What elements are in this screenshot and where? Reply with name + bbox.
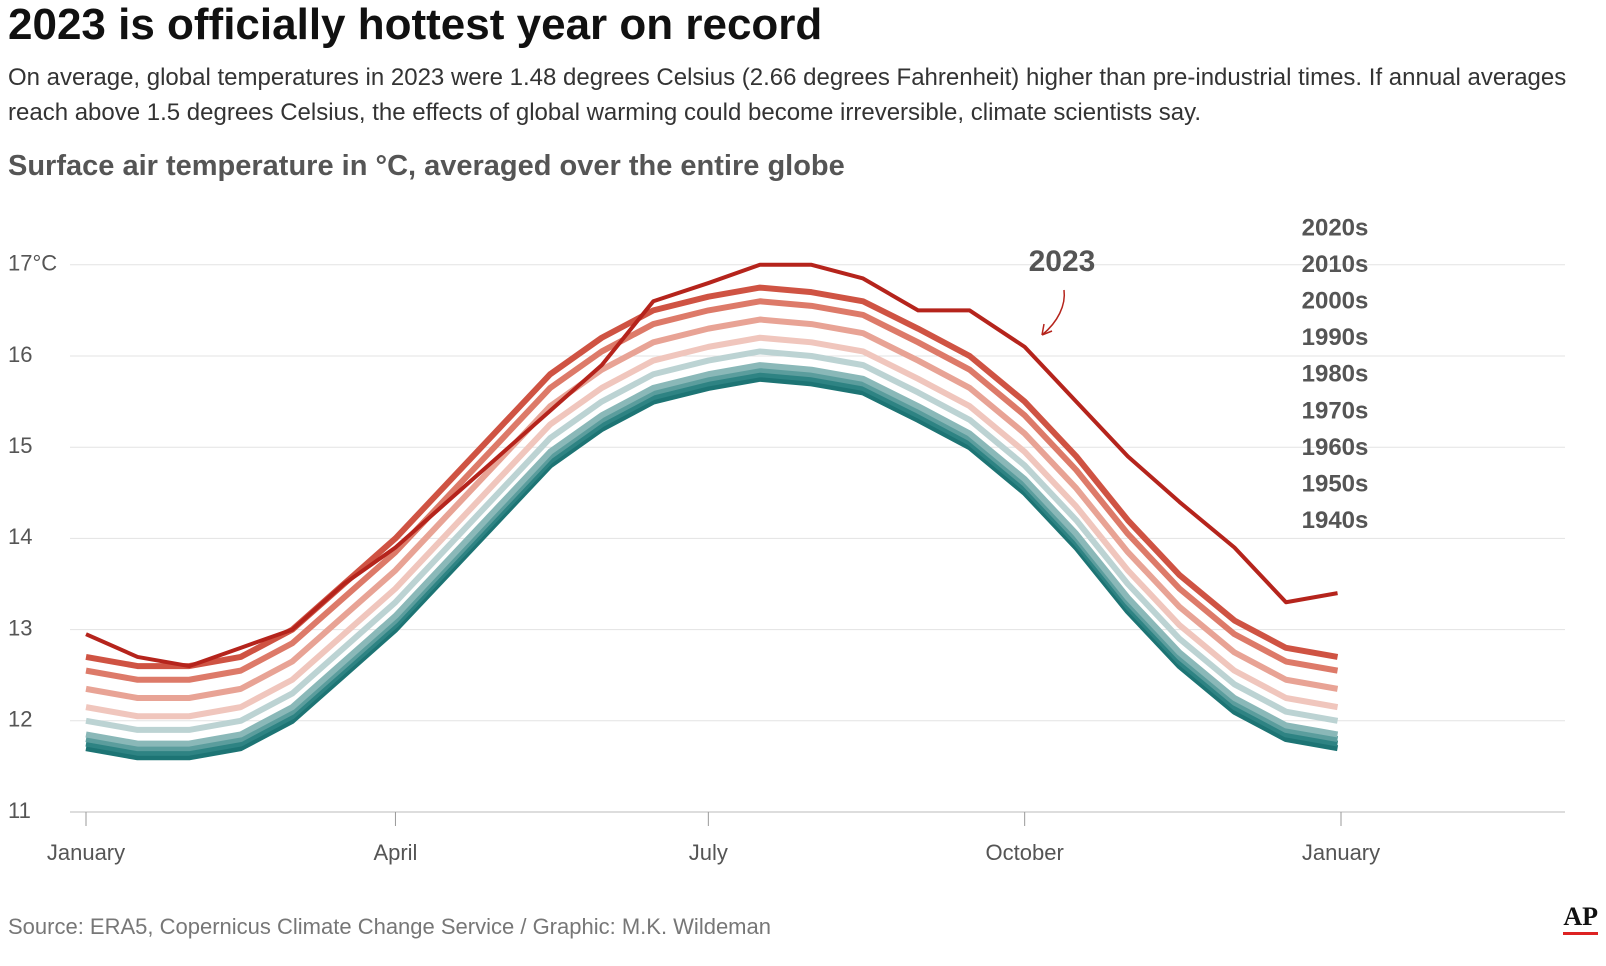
x-tick-label: January xyxy=(1302,840,1380,865)
line xyxy=(85,316,1339,701)
y-tick-label: 17°C xyxy=(8,251,57,276)
x-tick-label: January xyxy=(47,840,125,865)
line xyxy=(85,366,1339,752)
y-tick-label: 16 xyxy=(8,342,32,367)
highlight-label: 2023 xyxy=(1029,245,1096,278)
title: 2023 is officially hottest year on recor… xyxy=(8,0,823,49)
legend-label: 2000s xyxy=(1302,288,1369,315)
subtitle: On average, global temperatures in 2023 … xyxy=(8,64,1567,126)
legend-label: 1970s xyxy=(1302,397,1369,424)
legend-label: 1980s xyxy=(1302,361,1369,388)
legend-label: 1960s xyxy=(1302,434,1369,461)
logo: AP xyxy=(1563,902,1598,935)
line xyxy=(85,375,1339,761)
legend-label: 1940s xyxy=(1302,507,1369,534)
chart-title: Surface air temperature in °C, averaged … xyxy=(8,150,845,182)
y-tick-label: 14 xyxy=(8,524,32,549)
line xyxy=(85,334,1339,720)
x-tick-label: July xyxy=(689,840,728,865)
legend-label: 1950s xyxy=(1302,471,1369,498)
chart: 11 12 13 14 15 16 17°C January April July October J… xyxy=(8,214,1565,865)
legend-label: 2020s xyxy=(1302,214,1369,241)
line xyxy=(85,262,1338,669)
annotation-arrow xyxy=(1041,289,1066,336)
x-tick-label: October xyxy=(986,840,1064,865)
line xyxy=(85,298,1339,683)
legend-label: 1990s xyxy=(1302,324,1369,351)
y-tick-label: 12 xyxy=(8,707,32,732)
y-tick-label: 11 xyxy=(8,798,31,823)
source: Source: ERA5, Copernicus Climate Change … xyxy=(8,914,771,939)
line xyxy=(85,348,1339,733)
y-tick-label: 13 xyxy=(8,615,32,640)
y-tick-label: 15 xyxy=(8,433,32,458)
x-tick-label: April xyxy=(373,840,417,865)
line xyxy=(85,362,1339,747)
line xyxy=(85,371,1339,756)
legend-label: 2010s xyxy=(1302,251,1369,278)
